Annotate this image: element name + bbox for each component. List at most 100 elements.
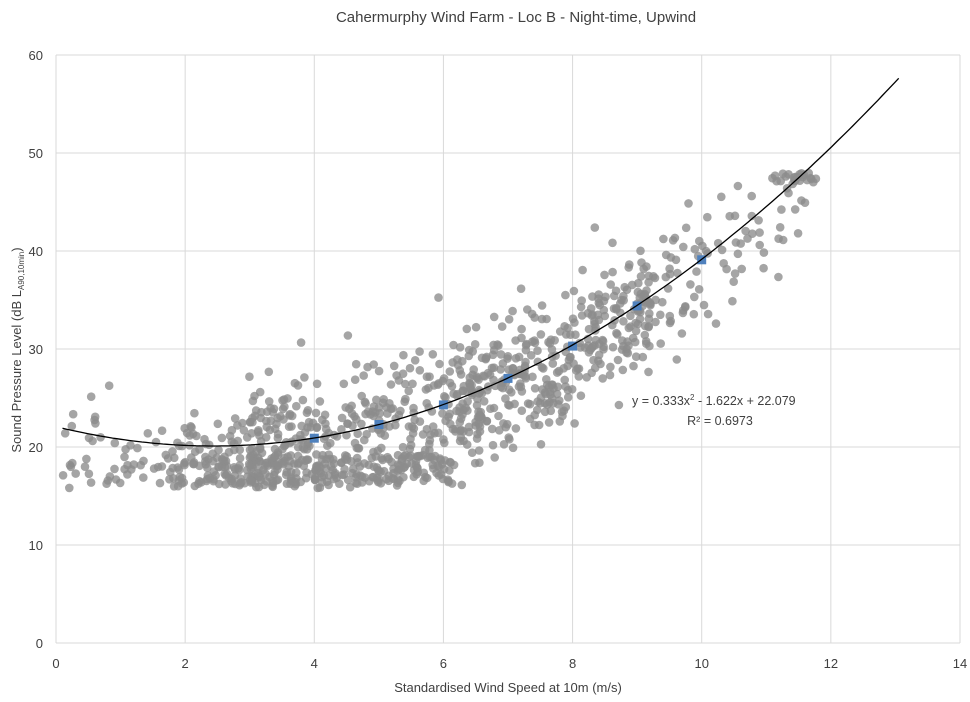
- scatter-point: [279, 395, 289, 404]
- scatter-point: [293, 381, 303, 390]
- scatter-point: [477, 389, 487, 398]
- scatter-point: [174, 441, 184, 451]
- scatter-point: [537, 301, 547, 310]
- scatter-point: [672, 355, 682, 364]
- scatter-point: [374, 366, 384, 376]
- scatter-point: [418, 430, 428, 439]
- scatter-point: [278, 404, 288, 414]
- scatter-point: [703, 309, 713, 319]
- scatter-point: [530, 313, 539, 322]
- scatter-point: [387, 457, 396, 467]
- scatter-point: [473, 429, 482, 439]
- scatter-point: [149, 464, 159, 473]
- scatter-point: [84, 433, 94, 443]
- scatter-point: [383, 409, 392, 418]
- scatter-point: [631, 352, 641, 362]
- scatter-point: [636, 246, 645, 256]
- scatter-point: [494, 411, 503, 421]
- scatter-point: [187, 453, 196, 462]
- scatter-point: [376, 429, 386, 438]
- scatter-point: [252, 447, 261, 456]
- scatter-point: [733, 181, 743, 191]
- scatter-point: [455, 343, 465, 352]
- scatter-point: [644, 322, 654, 331]
- scatter-point: [533, 346, 542, 356]
- scatter-point: [341, 451, 350, 460]
- scatter-point: [340, 464, 349, 474]
- scatter-point: [503, 352, 513, 361]
- scatter-point: [230, 464, 240, 474]
- scatter-point: [103, 476, 113, 485]
- scatter-point: [230, 414, 240, 423]
- scatter-point: [613, 355, 623, 365]
- scatter-point: [728, 296, 737, 306]
- scatter-point: [624, 323, 634, 333]
- scatter-point: [776, 176, 785, 186]
- scatter-point: [375, 409, 385, 418]
- scatter-point: [528, 372, 537, 382]
- scatter-point: [391, 420, 400, 430]
- scatter-point: [261, 433, 271, 442]
- scatter-point: [633, 287, 643, 297]
- scatter-point: [530, 410, 539, 420]
- scatter-point: [530, 384, 540, 393]
- scatter-point: [445, 367, 455, 376]
- scatter-point: [452, 406, 461, 416]
- scatter-point: [247, 477, 257, 486]
- scatter-point: [312, 461, 321, 471]
- scatter-point: [110, 438, 120, 448]
- scatter-point: [612, 328, 621, 338]
- scatter-point: [351, 478, 361, 488]
- scatter-point: [233, 421, 242, 430]
- scatter-point: [425, 436, 435, 445]
- scatter-point: [168, 447, 177, 456]
- scatter-point: [65, 483, 74, 493]
- scatter-point: [809, 177, 818, 187]
- scatter-point: [590, 223, 600, 232]
- scatter-point: [747, 191, 756, 201]
- scatter-point: [598, 335, 607, 345]
- scatter-point: [398, 369, 408, 379]
- scatter-point: [487, 424, 497, 434]
- scatter-point: [388, 404, 398, 413]
- scatter-point: [60, 429, 70, 438]
- scatter-point: [392, 371, 401, 380]
- scatter-point: [264, 367, 274, 377]
- scatter-point: [467, 448, 477, 458]
- scatter-point: [312, 450, 321, 459]
- scatter-point: [209, 476, 218, 486]
- scatter-point: [747, 211, 757, 221]
- scatter-point: [388, 474, 398, 483]
- scatter-point: [555, 327, 565, 336]
- scatter-point: [774, 272, 783, 282]
- scatter-point: [516, 379, 525, 388]
- scatter-point: [297, 421, 307, 431]
- scatter-point: [520, 361, 530, 371]
- scatter-point: [201, 457, 210, 466]
- scatter-point: [458, 386, 468, 396]
- y-axis-label-subscript: A90,10min: [17, 252, 26, 290]
- x-tick-label: 10: [694, 656, 708, 671]
- scatter-point: [598, 374, 607, 383]
- scatter-point: [301, 456, 310, 466]
- scatter-point: [511, 424, 521, 433]
- scatter-point: [533, 397, 542, 406]
- scatter-point: [516, 284, 526, 294]
- scatter-point: [507, 388, 516, 397]
- scatter-point: [339, 379, 349, 389]
- scatter-point: [217, 433, 227, 443]
- scatter-point: [353, 429, 363, 439]
- scatter-point: [594, 290, 603, 299]
- scatter-point: [462, 324, 472, 334]
- scatter-point: [249, 457, 258, 466]
- scatter-point: [324, 450, 334, 460]
- scatter-point: [606, 362, 615, 372]
- scatter-point: [220, 452, 229, 462]
- scatter-point: [315, 397, 325, 406]
- scatter-point: [793, 229, 803, 238]
- scatter-point: [608, 267, 617, 277]
- scatter-point: [208, 449, 217, 459]
- scatter-point: [393, 450, 403, 460]
- scatter-point: [606, 280, 615, 289]
- scatter-point: [250, 411, 260, 421]
